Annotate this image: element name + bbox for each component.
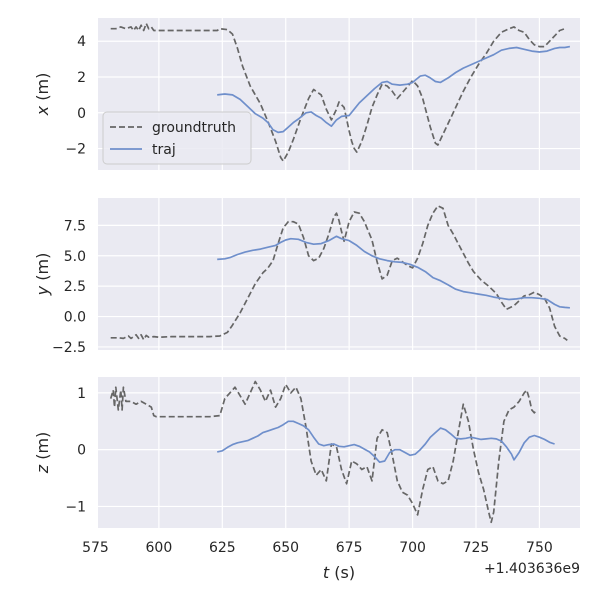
y-tick-label: −2.5 (52, 340, 86, 356)
y-tick-label: 4 (77, 34, 86, 50)
series-groundtruth-line (110, 205, 568, 341)
series-traj-line (217, 420, 555, 464)
x-tick-label: 650 (272, 540, 299, 556)
x-offset-label: +1.403636e9 (484, 561, 580, 577)
y-axis-label: z (m) (33, 432, 52, 475)
y-tick-label: 0.0 (64, 310, 86, 326)
x-tick-label: 575 (82, 540, 109, 556)
y-tick-label: 5.0 (64, 249, 86, 265)
y-tick-label: 0 (77, 106, 86, 122)
y-tick-label: 0 (77, 443, 86, 459)
plot-background (98, 377, 580, 528)
x-tick-label: 700 (399, 540, 426, 556)
x-tick-label: 600 (146, 540, 173, 556)
series-traj-line (217, 45, 571, 134)
panel-2: 7.5 5.0 2.5 0.0 −2.5 y (m) (33, 198, 580, 356)
y-tick-label: 1 (77, 386, 86, 402)
y-tick-label: 2 (77, 70, 86, 86)
y-tick-label: −2 (65, 142, 86, 158)
y-axis-label: x (m) (33, 73, 52, 117)
x-tick-label: 725 (463, 540, 490, 556)
legend: groundtruth traj (102, 111, 252, 165)
legend-box (102, 111, 252, 165)
y-tick-label: 2.5 (64, 279, 86, 295)
series-groundtruth-line (110, 22, 566, 162)
y-axis-label: y (m) (33, 253, 52, 297)
legend-label-groundtruth: groundtruth (152, 120, 236, 136)
y-tick-label: 7.5 (64, 218, 86, 234)
panel-1: 4 2 0 −2 x (m) groundtruth traj (33, 18, 580, 170)
x-tick-label: 675 (336, 540, 363, 556)
y-tick-label: −1 (65, 499, 86, 515)
legend-label-traj: traj (152, 142, 176, 158)
panel-3: 1 0 −1 z (m) (33, 377, 580, 528)
x-axis-label: t (s) (323, 563, 355, 582)
x-tick-label: 750 (526, 540, 553, 556)
series-groundtruth-line (109, 380, 538, 524)
series-traj-line (217, 235, 570, 309)
x-tick-label: 625 (209, 540, 236, 556)
